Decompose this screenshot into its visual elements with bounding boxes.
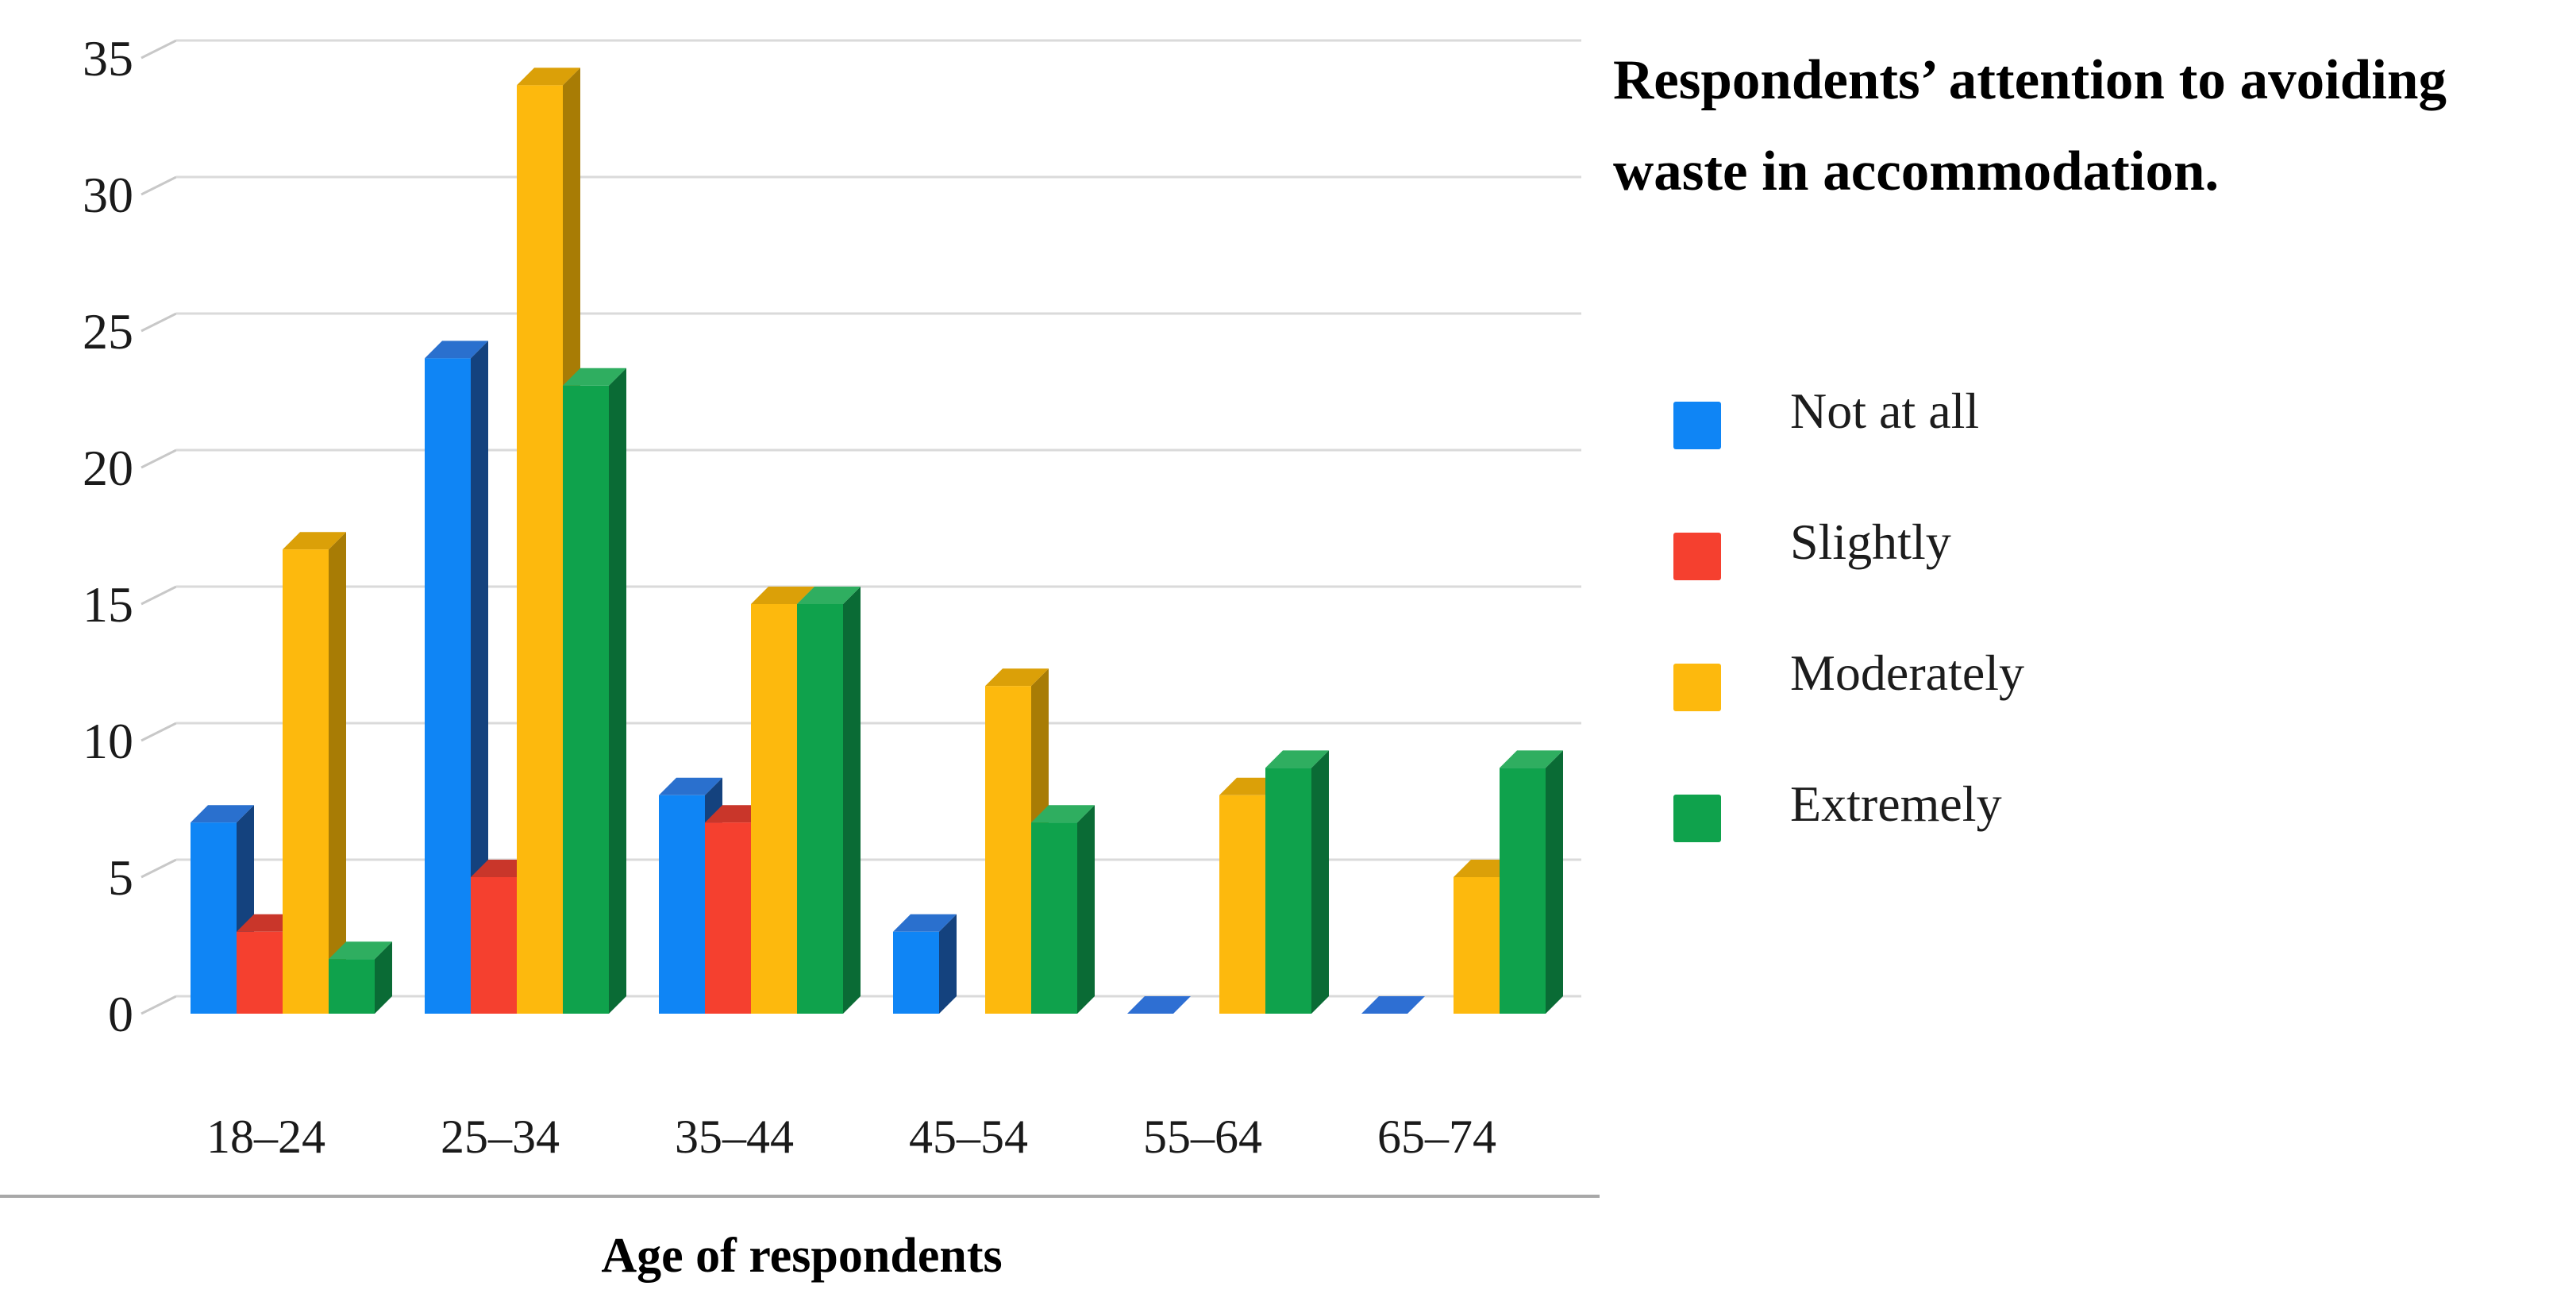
bar-extremely-45-54 bbox=[1031, 822, 1077, 1014]
bar-extremely-25-34-top bbox=[563, 368, 626, 386]
bar-moderately-35-44-top bbox=[751, 587, 814, 604]
y-tick-connector bbox=[141, 585, 177, 606]
bar-not-at-all-35-44-top bbox=[659, 777, 722, 795]
y-tick-connector bbox=[141, 722, 177, 742]
bar-not-at-all-65-74-zero-cap bbox=[1361, 996, 1425, 1014]
legend-swatch-not-at-all bbox=[1673, 402, 1721, 449]
bar-extremely-18-24-side bbox=[375, 941, 392, 1014]
bar-chart-canvas: Age of respondents 0 5 10 15 20 25 30 35 18–24 25… bbox=[0, 30, 1600, 1283]
x-tick-label: 55–64 bbox=[1143, 1111, 1262, 1163]
x-tick-label: 35–44 bbox=[675, 1111, 794, 1163]
bar-slightly-35-44 bbox=[705, 822, 751, 1014]
legend-item-moderately: Moderately bbox=[1673, 641, 2024, 711]
y-tick-label: 5 bbox=[108, 849, 133, 906]
bar-moderately-18-24 bbox=[283, 549, 329, 1014]
bar-extremely-45-54-side bbox=[1077, 805, 1095, 1014]
bar-extremely-25-34 bbox=[563, 385, 609, 1014]
chart-title: Respondents’ attention to avoiding waste… bbox=[1613, 49, 2447, 202]
x-tick-label: 65–74 bbox=[1377, 1111, 1496, 1163]
bar-slightly-18-24 bbox=[237, 931, 283, 1014]
legend-label: Extremely bbox=[1790, 776, 2002, 832]
legend-item-slightly: Slightly bbox=[1673, 510, 1951, 580]
bar-extremely-18-24-top bbox=[329, 941, 392, 960]
bar-not-at-all-45-54-side bbox=[939, 914, 957, 1014]
legend-swatch-moderately bbox=[1673, 664, 1721, 711]
y-tick-connector bbox=[141, 312, 177, 333]
bar-extremely-35-44 bbox=[797, 604, 843, 1014]
bar-not-at-all-18-24-top bbox=[191, 805, 254, 823]
bar-extremely-55-64-side bbox=[1311, 750, 1329, 1014]
legend-label: Slightly bbox=[1790, 514, 1951, 570]
legend-label: Moderately bbox=[1790, 645, 2024, 701]
y-tick-label: 15 bbox=[83, 576, 133, 633]
y-tick-label: 0 bbox=[108, 986, 133, 1042]
bar-not-at-all-55-64-zero-cap bbox=[1127, 996, 1191, 1014]
legend-swatch-slightly bbox=[1673, 533, 1721, 580]
bar-extremely-55-64 bbox=[1265, 768, 1311, 1014]
bar-moderately-45-54 bbox=[985, 686, 1031, 1014]
y-tick-label: 20 bbox=[83, 440, 133, 496]
bar-moderately-18-24-side bbox=[329, 532, 346, 1014]
bar-not-at-all-35-44 bbox=[659, 795, 705, 1014]
bar-extremely-35-44-top bbox=[797, 587, 861, 604]
bar-not-at-all-18-24 bbox=[191, 822, 237, 1014]
bar-moderately-65-74 bbox=[1454, 877, 1500, 1014]
y-tick-connector bbox=[141, 39, 177, 60]
bar-extremely-18-24 bbox=[329, 959, 375, 1014]
bar-not-at-all-45-54-top bbox=[893, 914, 957, 932]
bar-moderately-55-64 bbox=[1219, 795, 1265, 1014]
bar-extremely-35-44-side bbox=[843, 587, 861, 1014]
bar-moderately-35-44 bbox=[751, 604, 797, 1014]
bar-moderately-45-54-top bbox=[985, 668, 1049, 687]
bar-extremely-55-64-top bbox=[1265, 750, 1329, 768]
y-tick-label: 10 bbox=[83, 713, 133, 769]
bar-not-at-all-25-34-side bbox=[471, 341, 488, 1014]
legend-item-extremely: Extremely bbox=[1673, 772, 2002, 842]
y-tick-connector bbox=[141, 858, 177, 879]
bar-extremely-25-34-side bbox=[609, 368, 626, 1014]
bar-not-at-all-25-34-top bbox=[425, 341, 488, 359]
bar-not-at-all-45-54 bbox=[893, 931, 939, 1014]
bar-not-at-all-25-34 bbox=[425, 358, 471, 1014]
y-tick-connector bbox=[141, 995, 177, 1015]
bar-moderately-18-24-top bbox=[283, 532, 346, 550]
bar-slightly-25-34 bbox=[471, 877, 517, 1014]
legend-item-not-at-all: Not at all bbox=[1673, 379, 1979, 449]
x-tick-label: 18–24 bbox=[206, 1111, 325, 1163]
legend-swatch-extremely bbox=[1673, 795, 1721, 842]
bar-moderately-25-34 bbox=[517, 85, 563, 1014]
y-tick-connector bbox=[141, 175, 177, 196]
y-tick-label: 35 bbox=[83, 30, 133, 87]
x-tick-label: 25–34 bbox=[441, 1111, 560, 1163]
bar-extremely-45-54-top bbox=[1031, 805, 1095, 823]
y-tick-label: 25 bbox=[83, 303, 133, 360]
bar-moderately-25-34-top bbox=[517, 67, 580, 86]
y-tick-label: 30 bbox=[83, 167, 133, 223]
x-axis-title: Age of respondents bbox=[601, 1229, 1002, 1283]
bar-extremely-65-74-side bbox=[1546, 750, 1563, 1014]
bar-extremely-65-74-top bbox=[1500, 750, 1563, 768]
y-tick-connector bbox=[141, 448, 177, 469]
x-tick-label: 45–54 bbox=[909, 1111, 1028, 1163]
legend-label: Not at all bbox=[1790, 383, 1980, 439]
bar-extremely-65-74 bbox=[1500, 768, 1546, 1014]
